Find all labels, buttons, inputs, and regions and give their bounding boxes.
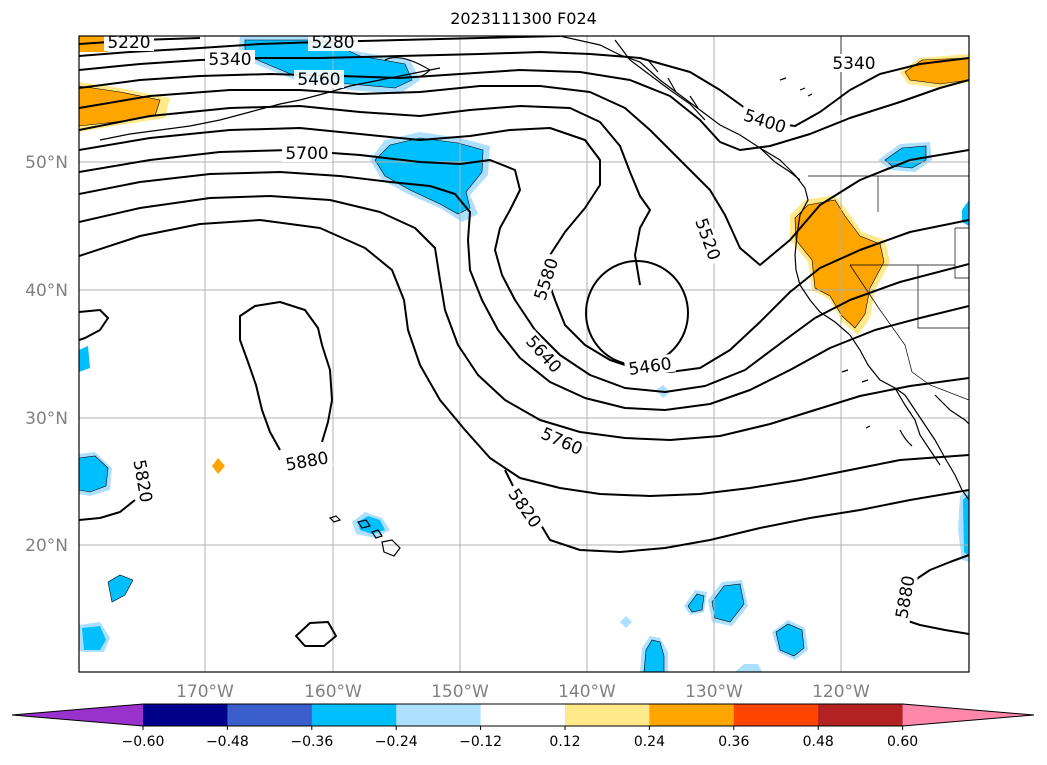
colorbar-bin [565,704,650,726]
coastlines [99,36,969,557]
contour-label: 5340 [832,54,875,74]
colorbar-extend-min [12,704,143,726]
contour-label: 5280 [311,33,354,53]
contour-label: 5400 [741,106,788,138]
colorbar-tick-label: −0.12 [459,734,502,750]
colorbar-tick-label: 0.60 [887,734,918,750]
lat-label: 20°N [25,536,68,556]
contour-label: 5580 [531,256,563,303]
contour-label: 5880 [892,574,919,620]
colorbar-bin [143,704,228,726]
colorbar-tick-label: 0.24 [634,734,665,750]
colorbar-tick-label: −0.36 [290,734,333,750]
contour-label: 5220 [107,33,150,53]
lat-label: 40°N [25,281,68,301]
colorbar-bin [396,704,482,726]
colorbar-bin [227,704,313,726]
colorbar-tick-label: −0.48 [206,734,249,750]
map-frame [78,35,970,673]
colorbar-bin [818,704,904,726]
political-borders [808,36,969,401]
colorbar-tick-label: −0.60 [122,734,165,750]
map-plot-area: 5220 5280 5340 5460 5700 5400 5340 5520 … [79,33,969,672]
contour-label: 5520 [690,216,724,263]
contour-label: 5700 [285,144,328,164]
latitude-labels: 50°N 40°N 30°N 20°N [25,153,68,556]
contour-label: 5760 [538,424,586,460]
colorbar-bin [480,704,566,726]
lon-label: 170°W [176,682,234,702]
longitude-labels: 170°W 160°W 150°W 140°W 130°W 120°W [176,682,870,702]
graticule [79,36,969,672]
lat-label: 30°N [25,409,68,429]
lon-label: 150°W [431,682,489,702]
contour-label: 5880 [284,448,330,475]
contour-label: 5340 [208,50,251,70]
contour-label: 5820 [128,458,155,504]
colorbar-bin [649,704,735,726]
map-title: 2023111300 F024 [450,9,597,28]
lon-label: 120°W [812,682,870,702]
colorbar-bin [733,704,819,726]
height-contours [79,36,969,647]
colorbar-extend-max [902,704,1034,726]
colorbar-bin [311,704,397,726]
lon-label: 160°W [304,682,362,702]
colorbar: −0.60 −0.48 −0.36 −0.24 −0.12 0.12 0.24 0.36 0.4… [11,703,1035,750]
colorbar-tick-label: 0.48 [803,734,834,750]
contour-label: 5460 [297,70,340,90]
contour-label: 5460 [627,354,673,380]
lon-label: 130°W [685,682,743,702]
colorbar-tick-label: −0.24 [375,734,418,750]
contour-labels: 5220 5280 5340 5460 5700 5400 5340 5520 … [104,33,920,624]
lat-label: 50°N [25,153,68,173]
colorbar-tick-label: 0.12 [549,734,580,750]
lon-label: 140°W [558,682,616,702]
colorbar-tick-label: 0.36 [718,734,749,750]
